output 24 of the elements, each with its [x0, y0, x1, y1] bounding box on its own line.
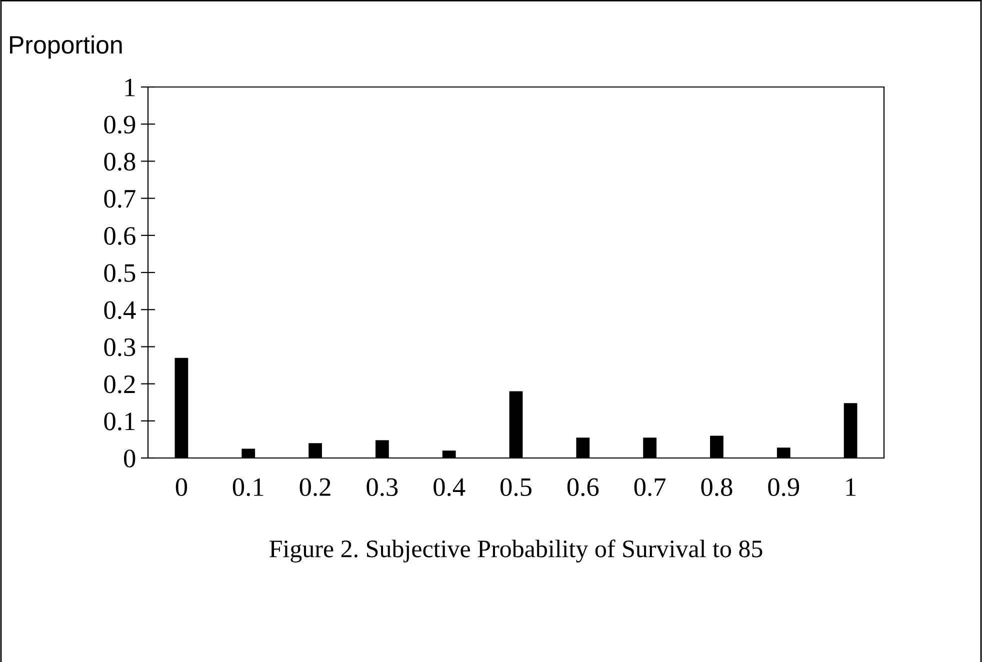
- y-tick-label: 0.8: [104, 152, 136, 171]
- x-tick-label: 0: [176, 478, 188, 496]
- y-tick-label: 0.9: [104, 116, 136, 134]
- x-tick-label: 0.4: [434, 478, 466, 496]
- y-tick-label: 0.7: [104, 190, 136, 208]
- x-tick-label: 0.3: [366, 478, 398, 496]
- x-tick-label: 0.7: [634, 478, 666, 496]
- y-tick-label: 0.5: [104, 264, 136, 282]
- x-tick-label: 0.2: [300, 478, 330, 496]
- y-tick-label: 0: [124, 450, 136, 468]
- y-tick-label: 0.1: [104, 412, 135, 430]
- x-tick-label: 0.5: [500, 478, 532, 496]
- y-tick-label: 0.4: [104, 301, 136, 320]
- x-tick-label: 0.1: [232, 478, 264, 496]
- x-tick-label: 0.9: [768, 478, 800, 496]
- y-tick-label: 0.2: [104, 375, 135, 394]
- x-tick-label: 0.8: [701, 478, 732, 496]
- x-tick-label: 0.6: [567, 478, 599, 496]
- y-tick-label: 1: [125, 78, 135, 96]
- y-tick-label: 0.3: [104, 338, 136, 356]
- y-axis-title: Proportion: [10, 35, 122, 59]
- text: Figure 2. Subjective Probability of Survival to 85: [270, 540, 762, 562]
- x-tick-label: 1: [846, 478, 856, 496]
- y-tick-label: 0.6: [104, 227, 136, 245]
